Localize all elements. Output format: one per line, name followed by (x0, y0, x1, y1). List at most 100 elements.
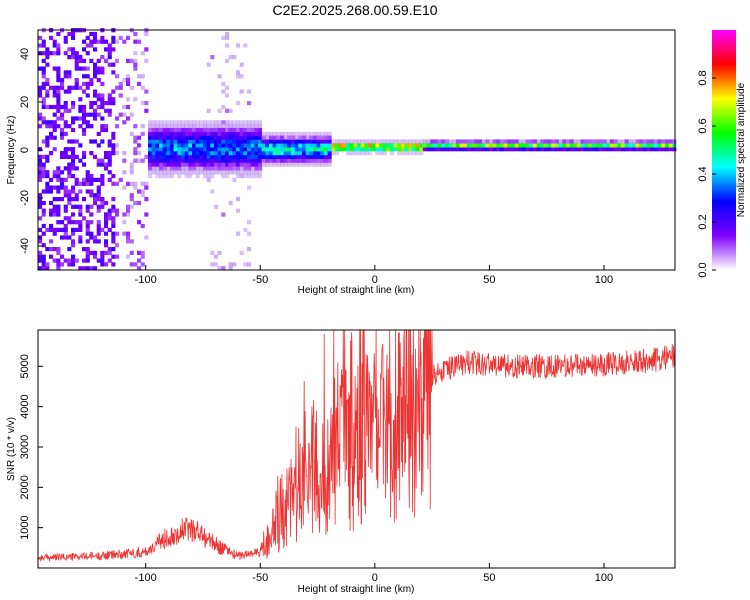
spectrogram-cell (192, 170, 197, 175)
spectrogram-cell (650, 147, 655, 152)
spectrogram-cell (155, 174, 160, 179)
spectrogram-cell (38, 177, 43, 182)
spectrogram-cell (532, 147, 537, 152)
spectrogram-cell (85, 74, 90, 79)
spectrogram-cell (82, 154, 87, 159)
spectrogram-cell (173, 131, 178, 136)
spectrogram-cell (225, 154, 230, 159)
spectrogram-cell (195, 154, 200, 159)
spectrogram-cell (536, 147, 541, 152)
spectrogram-cell (104, 39, 109, 44)
spectrogram-cell (159, 127, 164, 133)
spectrogram-cell (236, 135, 241, 140)
spectrogram-cell (283, 147, 288, 152)
spectrogram-cell (38, 116, 43, 121)
spectrogram-cell (96, 258, 101, 263)
spectrogram-cell (408, 151, 413, 156)
spectrogram-cell (93, 112, 98, 117)
spectrogram-cell (122, 212, 127, 217)
spectrogram-cell (56, 266, 61, 271)
spectrogram-cell (309, 131, 314, 136)
spectrogram-cell (93, 35, 98, 40)
spectrogram-cell (151, 124, 156, 129)
spectrogram-cell (122, 104, 127, 110)
spectrogram-cell (258, 124, 263, 129)
spectrogram-cell (371, 143, 376, 148)
spectrogram-cell (236, 143, 241, 148)
spectrogram-cell (298, 154, 303, 159)
spectrogram-cell (228, 147, 233, 152)
spectrogram-cell (100, 124, 105, 129)
spectrogram-cell (159, 139, 164, 144)
spectrogram-cell (78, 189, 83, 194)
spectrogram-cell (617, 139, 622, 144)
spectrogram-cell (379, 147, 384, 152)
spectrogram-cell (258, 174, 263, 179)
spectrogram-cell (126, 81, 131, 86)
spectrogram-cell (305, 158, 310, 163)
spectrogram-cell (104, 231, 109, 236)
spectrogram-cell (159, 135, 164, 140)
spectrogram-cell (309, 151, 314, 156)
spectrogram-cell (49, 135, 54, 140)
spectrogram-cell (181, 154, 186, 159)
spectrogram-cell (291, 158, 296, 163)
x-tick-label: 0 (372, 274, 378, 286)
spectrogram-cell (291, 162, 296, 167)
spectrogram-cell (210, 127, 215, 133)
spectrogram-cell (276, 154, 281, 159)
spectrogram-cell (364, 147, 369, 152)
spectrogram-cell (63, 70, 68, 75)
spectrogram-cell (89, 81, 94, 86)
spectrogram-cell (217, 74, 222, 79)
spectrogram-cell (159, 147, 164, 152)
spectrogram-cell (236, 120, 241, 125)
spectrogram-cell (118, 81, 123, 86)
spectrogram-cell (71, 127, 76, 133)
spectrogram-cell (93, 74, 98, 79)
spectrogram-cell (71, 258, 76, 263)
spectrogram-cell (650, 139, 655, 144)
spectrogram-cell (60, 254, 65, 259)
spectrogram-cell (78, 239, 83, 244)
spectrogram-cell (492, 139, 497, 144)
spectrogram-cell (324, 151, 329, 156)
spectrogram-cell (477, 139, 482, 144)
spectrogram-cell (115, 212, 120, 217)
spectrogram-cell (151, 139, 156, 144)
spectrogram-cell (210, 131, 215, 136)
spectrogram-cell (82, 116, 87, 121)
spectrogram-cell (38, 158, 43, 163)
spectrogram-cell (269, 151, 274, 156)
spectrogram-cell (320, 131, 325, 136)
spectrogram-cell (221, 266, 226, 271)
spectrogram-cell (133, 135, 138, 140)
spectrogram-cell (82, 74, 87, 79)
spectrogram-cell (89, 181, 94, 186)
spectrogram-cell (41, 266, 46, 271)
spectrogram-cell (492, 143, 497, 148)
spectrogram-cell (137, 266, 142, 271)
spectrogram-cell (41, 154, 46, 159)
spectrogram-cell (96, 131, 101, 136)
spectrogram-cell (93, 177, 98, 182)
spectrogram-cell (390, 143, 395, 148)
spectrogram-cell (653, 143, 658, 148)
spectrogram-cell (52, 89, 57, 94)
spectrogram-cell (192, 158, 197, 163)
spectrogram-cell (247, 127, 252, 133)
y-tick-label: -40 (19, 238, 31, 254)
spectrogram-cell (41, 51, 46, 56)
spectrogram-cell (203, 151, 208, 156)
spectrogram-cell (620, 139, 625, 144)
spectrogram-cell (327, 154, 332, 159)
spectrogram-cell (104, 162, 109, 167)
spectrogram-cell (122, 220, 127, 225)
spectrogram-cell (620, 143, 625, 148)
spectrogram-cell (148, 154, 153, 159)
spectrogram-cell (78, 208, 83, 213)
spectrogram-cell (254, 124, 259, 129)
spectrogram-cell (455, 139, 460, 144)
spectrogram-cell (635, 139, 640, 144)
